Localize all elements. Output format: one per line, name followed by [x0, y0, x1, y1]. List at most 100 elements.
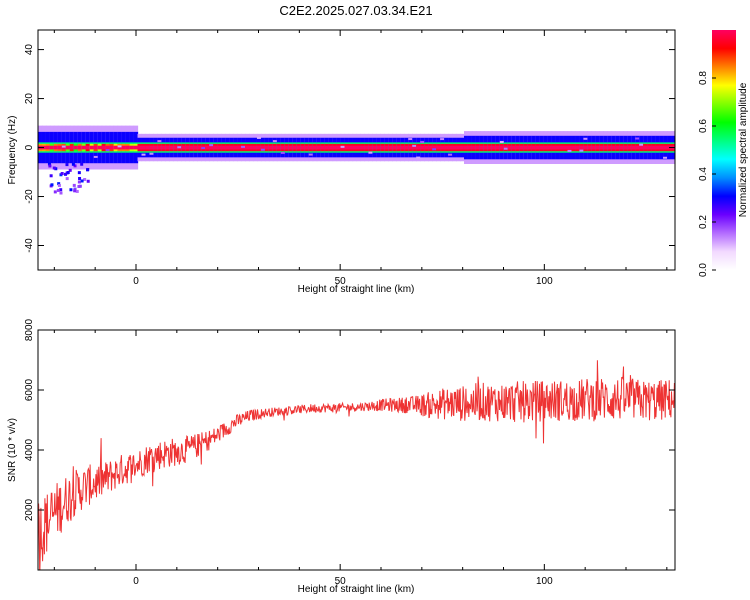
- heatmap-cell: [643, 145, 648, 150]
- heatmap-cell: [125, 145, 131, 150]
- heatmap-speck: [408, 138, 413, 141]
- heatmap-cell: [583, 145, 589, 150]
- heatmap-cell: [93, 145, 99, 150]
- heatmap-speck: [57, 182, 61, 186]
- heatmap-speck: [75, 189, 79, 193]
- heatmap-cell: [499, 145, 505, 150]
- heatmap-cell: [316, 145, 322, 150]
- heatmap-cell: [555, 145, 561, 150]
- heatmap-cell: [579, 145, 585, 150]
- colorbar-tick-label: 0.0: [698, 263, 709, 277]
- spectrogram-ytick-label: 20: [24, 93, 35, 105]
- heatmap-cell: [463, 145, 469, 150]
- heatmap-cell: [237, 145, 242, 150]
- heatmap-cell: [49, 145, 55, 150]
- heatmap-speck: [52, 166, 56, 170]
- snr-ytick-label: 8000: [24, 318, 35, 341]
- heatmap-speck: [105, 149, 111, 152]
- heatmap-cell: [603, 145, 608, 150]
- heatmap-cell: [360, 145, 366, 150]
- heatmap-speck: [440, 138, 445, 141]
- heatmap-cell: [372, 145, 378, 150]
- heatmap-cell: [384, 145, 389, 150]
- heatmap-cell: [396, 145, 401, 150]
- heatmap-speck: [141, 153, 147, 156]
- heatmap-speck: [80, 162, 84, 166]
- heatmap-cell: [368, 145, 374, 150]
- heatmap-cell: [408, 145, 413, 150]
- heatmap-cell: [527, 145, 533, 150]
- heatmap-speck: [73, 164, 77, 168]
- heatmap-cell: [245, 145, 250, 150]
- spectrogram-ytick-label: 0: [24, 144, 35, 150]
- heatmap-cell: [268, 145, 274, 150]
- heatmap-cell: [121, 145, 127, 150]
- heatmap-cell: [292, 145, 298, 150]
- heatmap-speck: [420, 140, 425, 143]
- heatmap-cell: [288, 145, 294, 150]
- heatmap-speck: [49, 174, 53, 178]
- heatmap-speck: [260, 148, 266, 151]
- heatmap-speck: [579, 149, 585, 152]
- heatmap-speck: [567, 149, 573, 152]
- heatmap-speck: [340, 145, 346, 148]
- heatmap-cell: [113, 145, 119, 150]
- heatmap-cell: [89, 145, 95, 150]
- heatmap-cell: [328, 145, 334, 150]
- heatmap-cell: [276, 145, 282, 150]
- heatmap-cell: [209, 145, 214, 150]
- heatmap-cell: [651, 145, 656, 150]
- heatmap-speck: [48, 164, 52, 168]
- spectrogram-frame: [37, 29, 676, 271]
- heatmap-speck: [68, 168, 72, 172]
- heatmap-cell: [117, 145, 123, 150]
- heatmap-cell: [157, 145, 163, 150]
- heatmap-cell: [623, 145, 628, 150]
- heatmap-cell: [547, 145, 553, 150]
- heatmap-cell: [591, 145, 596, 150]
- heatmap-cell: [109, 145, 115, 150]
- heatmap-cell: [471, 145, 477, 150]
- heatmap-cell: [300, 145, 306, 150]
- heatmap-cell: [507, 145, 513, 150]
- heatmap-cell: [416, 145, 421, 150]
- heatmap-cell: [81, 145, 87, 150]
- heatmap-cell: [575, 145, 581, 150]
- spectrogram-ytick-label: 40: [24, 44, 35, 56]
- heatmap-cell: [233, 145, 238, 150]
- heatmap-speck: [635, 137, 640, 140]
- snr-xlabel: Height of straight line (km): [298, 584, 415, 595]
- heatmap-speck: [157, 140, 163, 143]
- heatmap-speck: [256, 136, 262, 139]
- heatmap-cell: [73, 145, 79, 150]
- heatmap-cell: [531, 145, 537, 150]
- heatmap-cell: [97, 145, 103, 150]
- colorbar-tick-label: 0.2: [698, 215, 709, 229]
- heatmap-cell: [101, 145, 107, 150]
- heatmap-cell: [587, 145, 592, 150]
- heatmap-speck: [50, 183, 54, 187]
- heatmap-cell: [193, 145, 198, 150]
- heatmap-cell: [137, 145, 143, 150]
- heatmap-cell: [388, 145, 393, 150]
- spectrogram-xtick-label: 50: [335, 276, 347, 287]
- snr-frame: [37, 329, 676, 571]
- heatmap-cell: [599, 145, 604, 150]
- heatmap-speck: [65, 177, 69, 181]
- heatmap-cell: [392, 145, 397, 150]
- heatmap-cell: [344, 145, 350, 150]
- snr-ytick-label: 6000: [24, 378, 35, 401]
- heatmap-speck: [117, 145, 123, 148]
- colorbar-tick-label: 0.6: [698, 119, 709, 133]
- heatmap-cell: [336, 145, 342, 150]
- heatmap-cell: [185, 145, 190, 150]
- heatmap-cell: [53, 145, 59, 150]
- heatmap-cell: [165, 145, 170, 150]
- heatmap-cell: [105, 145, 111, 150]
- snr-panel: 0 50 100 2000 4000 6000 8000 Height of straigh…: [7, 318, 676, 595]
- heatmap-cell: [57, 145, 63, 150]
- heatmap-cell: [169, 145, 174, 150]
- heatmap-cell: [85, 145, 91, 150]
- heatmap-cell: [380, 145, 385, 150]
